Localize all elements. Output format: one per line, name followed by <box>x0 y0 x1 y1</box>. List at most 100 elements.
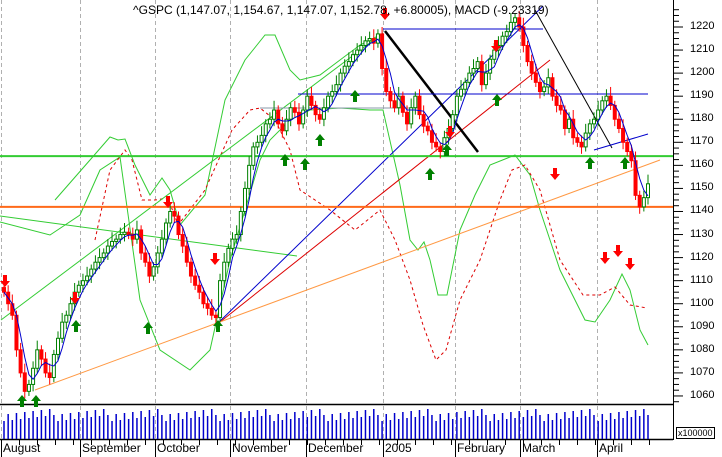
candle-up <box>168 210 173 224</box>
candle-down <box>130 234 135 240</box>
candle-up <box>68 303 73 316</box>
x-axis-month-label: 2005 <box>385 441 412 455</box>
candle-up <box>284 118 289 132</box>
sell-signal-arrow-icon <box>625 258 635 270</box>
candle-up <box>85 275 90 282</box>
candle-up <box>272 109 277 120</box>
candle-down <box>18 349 23 374</box>
candle-up <box>591 118 596 125</box>
candle-up <box>508 21 513 33</box>
macd-signal-line <box>94 107 648 361</box>
candle-up <box>259 134 264 143</box>
candle-up <box>463 81 468 90</box>
buy-signal-arrow-icon <box>213 320 223 332</box>
x-axis-month-label: November <box>232 441 288 455</box>
candle-down <box>313 104 318 116</box>
x-axis-month-label: April <box>599 441 624 455</box>
uptrend-channel-green <box>0 32 384 321</box>
candle-down <box>621 127 626 143</box>
candle-down <box>176 215 181 236</box>
candle-up <box>641 197 646 208</box>
candle-up <box>454 95 459 116</box>
candle-up <box>64 314 69 323</box>
blue-small-trend <box>593 133 649 151</box>
sell-signal-arrow-icon <box>550 168 560 180</box>
candle-up <box>396 95 401 109</box>
candle-down <box>517 17 522 28</box>
x-axis-month-label: October <box>157 441 200 455</box>
y-axis-label: 1190 <box>690 89 714 102</box>
buy-signal-arrow-icon <box>425 168 435 180</box>
candle-up <box>646 183 650 199</box>
candle-up <box>363 40 368 46</box>
candle-up <box>367 38 372 42</box>
candle-up <box>93 261 98 270</box>
candle-down <box>188 261 193 277</box>
bollinger-lower-line <box>0 107 649 371</box>
candle-up <box>504 31 509 37</box>
candle-up <box>159 238 164 254</box>
candle-up <box>600 100 605 111</box>
candle-up <box>60 321 65 339</box>
candle-down <box>521 26 526 46</box>
candle-down <box>575 137 580 143</box>
sell-signal-arrow-icon <box>613 245 623 257</box>
candle-down <box>47 372 52 379</box>
candle-up <box>475 61 480 70</box>
candle-up <box>288 107 293 120</box>
candle-up <box>151 266 156 277</box>
candle-up <box>338 72 343 86</box>
candle-up <box>450 114 455 129</box>
candle-up <box>122 231 127 236</box>
candle-up <box>305 95 310 111</box>
candle-up <box>31 367 36 385</box>
candle-down <box>380 33 385 70</box>
candle-up <box>413 95 418 109</box>
candle-up <box>263 123 268 136</box>
candle-down <box>525 44 530 63</box>
candle-down <box>201 291 206 305</box>
red-trendline <box>214 59 551 327</box>
candle-up <box>26 383 31 392</box>
candle-up <box>101 252 106 259</box>
candle-up <box>351 54 356 63</box>
sell-signal-arrow-icon <box>491 40 501 52</box>
candle-down <box>554 95 559 106</box>
candle-up <box>409 107 414 125</box>
sell-signal-arrow-icon <box>380 8 390 20</box>
buy-signal-arrow-icon <box>280 154 290 166</box>
candle-up <box>222 261 227 282</box>
candle-down <box>405 111 410 125</box>
candle-down <box>213 314 218 319</box>
candle-up <box>500 35 505 46</box>
y-axis-label: 1090 <box>690 319 715 332</box>
candle-up <box>35 349 40 369</box>
candle-down <box>562 109 567 129</box>
chart-title: ^GSPC (1,147.07, 1,154.67, 1,147.07, 1,1… <box>133 3 549 17</box>
candle-up <box>326 95 331 109</box>
candle-down <box>143 252 148 263</box>
candle-up <box>114 238 119 242</box>
candle-up <box>587 123 592 134</box>
y-axis-label: 1100 <box>690 296 714 309</box>
candle-up <box>155 252 160 268</box>
candle-down <box>39 349 44 360</box>
candle-down <box>280 123 285 132</box>
candle-up <box>89 268 94 277</box>
sell-signal-arrow-icon <box>210 253 220 265</box>
candle-down <box>43 358 48 374</box>
candle-down <box>296 111 301 125</box>
candle-down <box>388 91 393 102</box>
candle-down <box>292 107 297 113</box>
y-axis-label: 1070 <box>690 365 715 378</box>
candle-down <box>438 146 443 153</box>
x-axis-month-label: December <box>308 441 364 455</box>
candle-up <box>334 84 339 93</box>
candle-down <box>629 151 634 162</box>
candle-up <box>346 61 351 67</box>
candle-down <box>421 114 426 127</box>
candle-up <box>567 118 572 129</box>
buy-signal-arrow-icon <box>71 320 81 332</box>
candle-up <box>226 247 231 263</box>
